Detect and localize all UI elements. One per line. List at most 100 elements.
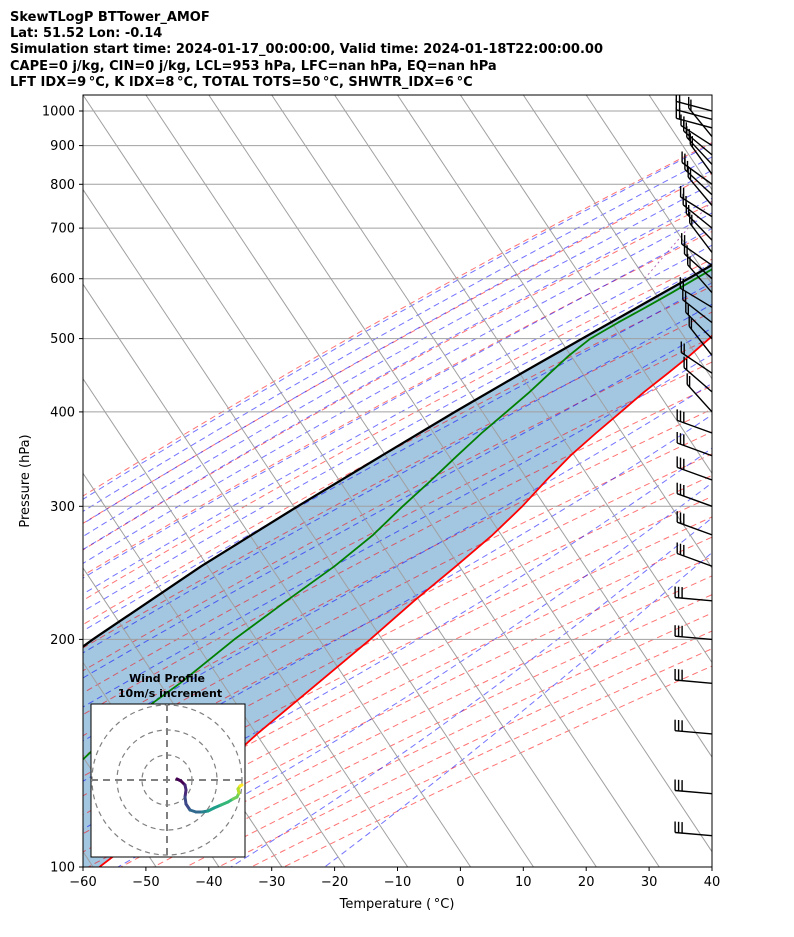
barb-staff [675,831,712,837]
dry-adiabat [83,474,712,797]
y-tick-label: 100 [50,861,75,876]
hodograph-trace [175,777,244,814]
wind-barb [688,96,712,138]
wind-barb [682,288,712,324]
moist-adiabat [230,517,712,867]
header-line-5: LFT IDX=9 °C, K IDX=8 °C, TOTAL TOTS=50 … [10,75,473,90]
barb-staff [675,596,712,602]
dry-adiabat [87,556,712,867]
barb-staff [676,552,712,567]
barb-staff [689,222,712,253]
isotherm [271,95,712,758]
x-tick-label: 10 [515,875,532,890]
header-line-2: Lat: 51.52 Lon: -0.14 [10,26,162,41]
header-line-4: CAPE=0 j/kg, CIN=0 j/kg, LCL=953 hPa, LF… [10,59,497,74]
x-axis-label: Temperature ( °C) [339,897,455,912]
wind-profile-inset: Wind Profile 10m/s increment [90,672,246,858]
temperature-line [98,334,712,867]
moist-adiabat [83,227,712,579]
y-axis: 100 200 300 400 500 600 700 800 900 1000 [42,105,83,876]
y-tick-label: 800 [50,178,75,193]
wind-barb [676,456,712,481]
barb-staff [688,325,712,356]
parcel-line [83,263,712,649]
wind-barb [675,95,712,112]
wind-barb [688,315,712,356]
x-tick-label: −60 [69,875,96,890]
y-tick-label: 500 [50,332,75,347]
dry-adiabat [83,453,712,777]
dry-adiabat [83,258,712,602]
x-tick-label: 40 [704,875,721,890]
barb-staff [684,168,712,196]
barb-staff [676,466,712,481]
moist-adiabat [83,244,712,595]
isotherm [711,95,712,96]
wind-barb [674,779,712,795]
dry-adiabat [83,311,712,649]
mixing-ratio-line [706,271,712,280]
moist-adiabat [83,303,712,654]
y-tick-label: 200 [50,633,75,648]
inset-title-line-2: 10m/s increment [118,687,222,700]
y-tick-label: 900 [50,139,75,154]
y-tick-label: 600 [50,272,75,287]
x-axis: −60 −50 −40 −30 −20 −10 0 10 20 30 40 [69,867,720,890]
barb-staff [682,299,712,324]
isotherm [648,95,712,191]
wind-barb [685,301,712,340]
y-tick-label: 1000 [42,105,75,120]
header-line-3: Simulation start time: 2024-01-17_00:00:… [10,42,603,57]
moist-adiabat [83,197,712,551]
barb-staff [676,442,712,457]
wind-barb [674,719,712,735]
moist-adiabat [83,447,712,830]
wind-barb [674,821,712,837]
barb-staff [688,107,712,138]
x-tick-label: −50 [132,875,159,890]
dry-adiabat [83,285,712,626]
profile-lines [83,263,712,867]
isotherm [522,95,712,380]
x-tick-label: −40 [195,875,222,890]
x-tick-label: 0 [456,875,464,890]
moist-adiabat [83,183,712,537]
barb-staff [685,212,712,241]
barb-staff [686,383,712,413]
isotherm [83,377,409,867]
moist-adiabat [83,169,712,525]
wind-barb [676,432,712,457]
barb-staff [685,311,712,340]
y-tick-label: 700 [50,222,75,237]
hodograph-segment [238,783,244,788]
y-axis-label: Pressure (hPa) [18,434,33,527]
wind-barb [674,669,712,684]
barb-staff [683,130,712,156]
isotherm [83,472,346,867]
barb-staff [683,367,712,393]
barb-staff [687,264,712,294]
isotherm [334,95,712,664]
moist-adiabat [83,212,712,564]
dry-adiabat [83,361,712,694]
isotherm [397,95,712,569]
dewpoint-line [83,268,712,761]
x-tick-label: −20 [321,875,348,890]
wind-barb [689,133,712,175]
wind-barb [676,482,712,507]
header-line-1: SkewTLogP BTTower_AMOF [10,10,210,25]
x-tick-label: −10 [384,875,411,890]
wind-barb [686,373,712,413]
mixing-ratio-line [644,199,712,280]
barb-staff [675,730,712,735]
barb-staff [676,100,712,112]
barb-staff [675,635,712,641]
barb-staff [675,789,712,795]
isotherm [585,95,712,286]
moist-adiabat [117,482,712,867]
wind-barb [675,107,712,129]
wind-barb [674,625,712,641]
dry-adiabat [83,336,712,672]
barb-staff [676,117,712,129]
